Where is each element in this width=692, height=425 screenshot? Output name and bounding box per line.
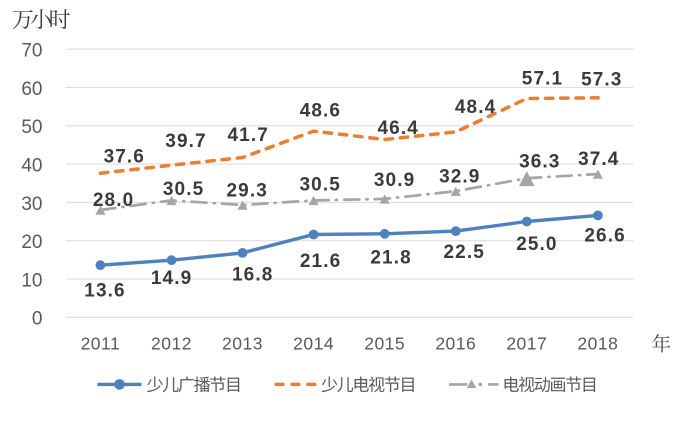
svg-text:2017: 2017 — [506, 333, 547, 353]
svg-text:48.6: 48.6 — [300, 101, 341, 122]
svg-text:57.3: 57.3 — [581, 70, 622, 91]
svg-text:14.9: 14.9 — [151, 268, 192, 289]
svg-text:32.9: 32.9 — [439, 167, 480, 188]
svg-text:2018: 2018 — [577, 333, 618, 353]
svg-text:30.5: 30.5 — [163, 179, 204, 200]
svg-text:13.6: 13.6 — [84, 280, 125, 301]
svg-text:28.0: 28.0 — [93, 190, 134, 211]
svg-text:40: 40 — [21, 155, 42, 176]
svg-text:16.8: 16.8 — [232, 265, 273, 286]
svg-text:57.1: 57.1 — [522, 69, 563, 90]
svg-text:29.3: 29.3 — [227, 181, 268, 202]
svg-text:2013: 2013 — [222, 333, 263, 353]
svg-text:22.5: 22.5 — [444, 242, 485, 263]
svg-text:2016: 2016 — [435, 333, 476, 353]
svg-text:37.6: 37.6 — [104, 147, 145, 168]
svg-text:2011: 2011 — [81, 333, 121, 353]
svg-text:41.7: 41.7 — [228, 125, 269, 146]
svg-text:39.7: 39.7 — [165, 131, 206, 152]
svg-text:21.8: 21.8 — [370, 247, 411, 268]
svg-text:37.4: 37.4 — [578, 149, 619, 170]
svg-text:30: 30 — [21, 194, 42, 215]
svg-text:50: 50 — [21, 117, 42, 138]
svg-text:25.0: 25.0 — [516, 234, 557, 255]
svg-text:70: 70 — [21, 41, 42, 62]
svg-text:10: 10 — [21, 270, 42, 291]
svg-text:36.3: 36.3 — [519, 151, 560, 172]
svg-text:46.4: 46.4 — [378, 118, 419, 139]
svg-text:2014: 2014 — [293, 333, 334, 353]
svg-text:30.5: 30.5 — [300, 174, 341, 195]
svg-text:30.9: 30.9 — [374, 170, 415, 191]
svg-text:20: 20 — [21, 232, 42, 253]
svg-text:26.6: 26.6 — [584, 226, 625, 247]
svg-text:2012: 2012 — [151, 333, 192, 353]
svg-text:48.4: 48.4 — [455, 97, 496, 118]
svg-text:0: 0 — [32, 309, 43, 330]
svg-text:60: 60 — [21, 79, 42, 100]
svg-text:2015: 2015 — [364, 333, 405, 353]
svg-text:21.6: 21.6 — [300, 251, 341, 272]
